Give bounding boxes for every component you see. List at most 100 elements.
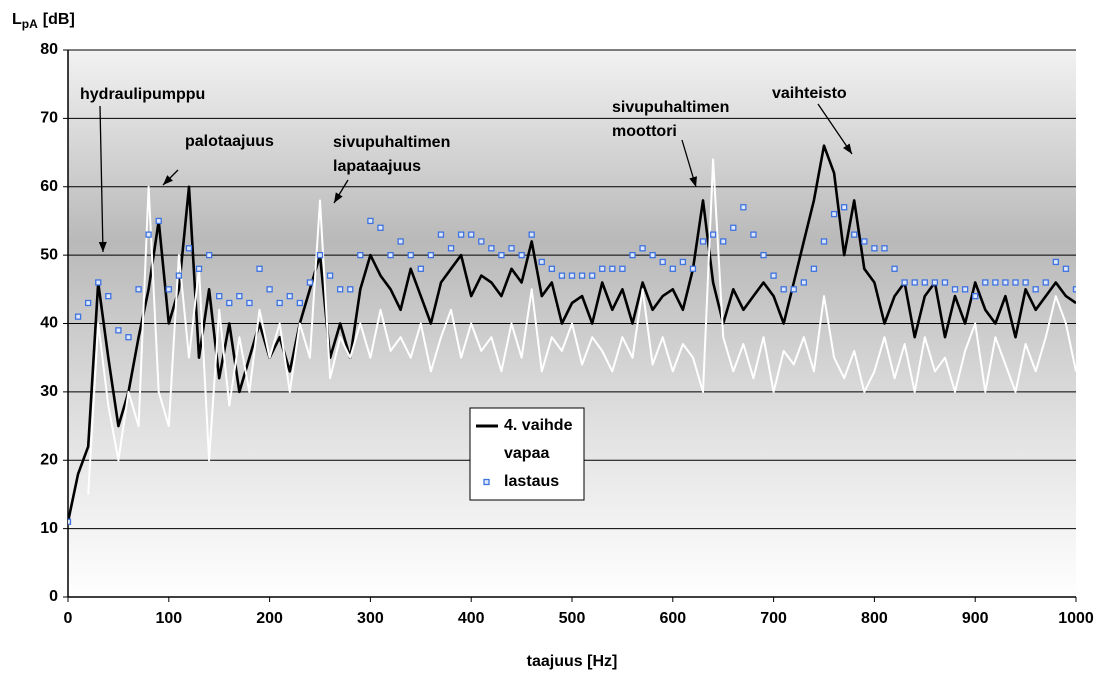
annotation-arrowhead	[163, 175, 173, 185]
y-tick-label: 70	[40, 110, 58, 127]
annotation-text: vaihteisto	[772, 85, 847, 102]
series-marker	[740, 204, 747, 211]
series-marker	[226, 299, 233, 307]
series-marker	[800, 279, 807, 286]
y-tick-label: 50	[40, 246, 58, 263]
annotation-text: sivupuhaltimen	[612, 99, 729, 116]
series-marker	[125, 334, 132, 341]
y-label-main: L	[12, 11, 22, 28]
series-marker	[266, 286, 273, 293]
series-marker	[1032, 286, 1039, 293]
series-marker	[619, 265, 626, 272]
series-marker	[306, 279, 314, 286]
series-marker	[387, 251, 394, 259]
x-tick-label: 100	[155, 610, 182, 627]
series-marker	[68, 518, 72, 525]
series-marker	[770, 272, 777, 279]
x-axis-label: taajuus [Hz]	[527, 653, 618, 670]
x-tick-label: 500	[559, 610, 586, 627]
series-marker	[851, 231, 858, 238]
x-tick-label: 1000	[1058, 610, 1094, 627]
series-marker	[115, 327, 122, 334]
series-marker	[720, 238, 727, 245]
series-marker	[457, 231, 465, 238]
series-marker	[407, 251, 414, 259]
series-marker	[195, 265, 203, 272]
series-marker	[861, 238, 868, 245]
series-marker	[659, 258, 666, 266]
x-tick-label: 600	[659, 610, 686, 627]
annotation-text: hydraulipumppu	[80, 86, 205, 103]
series-marker	[810, 265, 818, 272]
series-marker	[538, 258, 545, 266]
y-tick-label: 30	[40, 383, 58, 400]
series-marker	[1002, 279, 1009, 286]
y-label-sub: pA	[22, 17, 38, 31]
y-tick-label: 20	[40, 451, 58, 468]
series-marker	[508, 245, 515, 252]
series-marker	[1022, 279, 1029, 286]
series-marker	[488, 245, 495, 252]
series-marker	[1072, 286, 1076, 293]
series-marker	[377, 224, 384, 231]
series-marker	[145, 231, 152, 238]
series-marker	[589, 272, 596, 279]
series-marker	[498, 251, 505, 259]
series-marker	[760, 251, 767, 259]
x-tick-label: 200	[256, 610, 283, 627]
series-marker	[236, 292, 243, 300]
series-marker	[397, 238, 404, 245]
y-axis-label: LpA [dB]	[12, 11, 75, 31]
legend-label: lastaus	[504, 473, 559, 490]
series-marker	[74, 313, 82, 320]
y-label-unit: [dB]	[43, 11, 75, 28]
annotation-arrow	[99, 105, 104, 253]
series-marker	[135, 286, 142, 293]
series-line	[68, 144, 1076, 523]
annotation-text: sivupuhaltimen	[333, 134, 450, 151]
series-marker	[679, 258, 687, 266]
legend-label: vapaa	[504, 445, 549, 462]
series-marker	[578, 272, 586, 279]
series-marker	[447, 245, 455, 252]
x-tick-label: 300	[357, 610, 384, 627]
series-marker	[357, 251, 364, 259]
series-line	[87, 158, 1076, 495]
series-marker	[841, 204, 848, 211]
annotation-arrow	[817, 103, 853, 155]
series-marker	[286, 292, 293, 300]
series-marker	[992, 279, 999, 286]
series-marker	[911, 279, 918, 286]
series-marker	[216, 292, 223, 300]
x-tick-label: 800	[861, 610, 888, 627]
series-marker	[820, 238, 828, 245]
series-marker	[478, 238, 485, 245]
series-marker	[548, 265, 555, 272]
series-marker	[468, 231, 475, 238]
series-marker	[246, 299, 253, 307]
series-marker	[276, 299, 283, 307]
annotation-text: moottori	[612, 123, 677, 140]
y-tick-label: 80	[40, 41, 58, 58]
series-marker	[296, 299, 303, 307]
series-marker	[790, 286, 797, 293]
series-marker	[528, 231, 535, 238]
series-marker	[891, 265, 898, 272]
series-marker	[599, 265, 606, 272]
series-marker	[95, 279, 102, 286]
series-marker	[669, 265, 676, 272]
y-tick-label: 0	[49, 588, 58, 605]
series-marker	[901, 279, 908, 286]
legend: 4. vaihde vapaa lastaus	[469, 407, 585, 501]
series-marker	[871, 245, 878, 252]
annotation-arrowhead	[334, 192, 343, 203]
plot	[68, 144, 1076, 525]
y-tick-label: 10	[40, 520, 58, 537]
series-marker	[316, 251, 324, 259]
series-marker	[881, 245, 888, 252]
series-marker	[337, 286, 344, 293]
legend-label: 4. vaihde	[504, 417, 573, 434]
series-marker	[941, 279, 949, 286]
